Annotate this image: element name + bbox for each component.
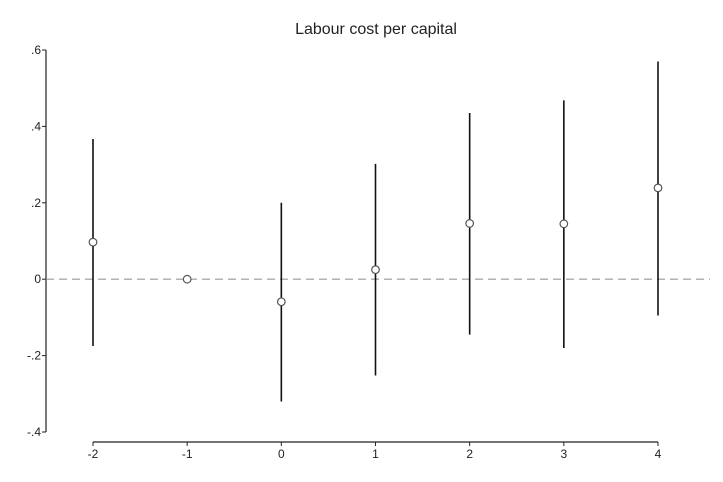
point-estimate — [88, 237, 98, 247]
x-tick-label: -2 — [88, 447, 99, 461]
point-estimate — [559, 219, 569, 229]
point-estimate — [465, 219, 475, 228]
x-tick-label: 4 — [655, 447, 662, 461]
point-estimate — [371, 265, 380, 275]
y-axis: .6 .4 .2 0 -.2 -.4 — [27, 43, 47, 439]
point-estimate — [276, 297, 286, 307]
x-tick-label: 1 — [372, 447, 379, 461]
y-tick-label: .2 — [31, 196, 41, 210]
point-estimate — [653, 183, 663, 193]
x-tick-label: 2 — [466, 447, 473, 461]
chart-title: Labour cost per capital — [295, 21, 457, 38]
y-tick-label: -.2 — [27, 349, 41, 363]
x-axis: -2 -1 0 1 2 3 4 — [88, 441, 662, 461]
point-estimate — [182, 274, 192, 284]
y-tick-label: 0 — [34, 272, 41, 286]
y-tick-label: -.4 — [27, 425, 41, 439]
y-tick-label: .4 — [31, 119, 41, 133]
confidence-intervals — [92, 61, 659, 402]
point-estimates — [88, 183, 663, 307]
x-tick-label: 0 — [278, 447, 285, 461]
x-tick-label: 3 — [560, 447, 567, 461]
x-tick-label: -1 — [182, 447, 193, 461]
y-tick-label: .6 — [31, 43, 41, 57]
